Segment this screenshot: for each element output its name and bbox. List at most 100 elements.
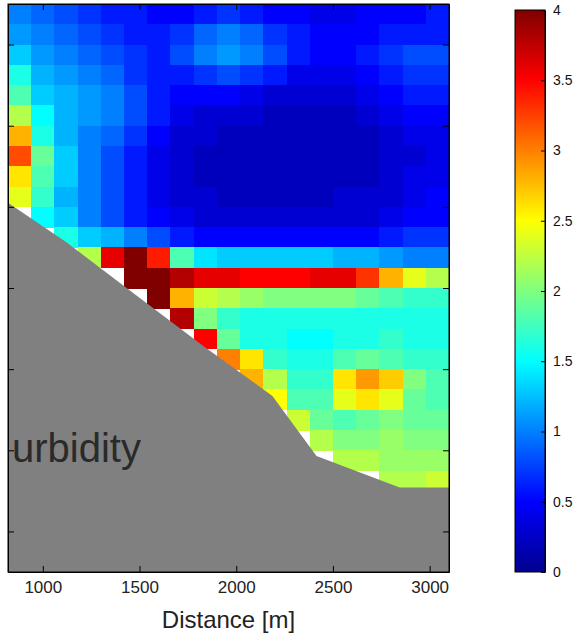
heatmap-cell: [147, 166, 171, 187]
heatmap-cell: [403, 207, 427, 228]
heatmap-cell: [217, 166, 241, 187]
heatmap-cell: [379, 85, 403, 106]
tick: [8, 288, 14, 289]
heatmap-cell: [310, 105, 334, 126]
heatmap-cell: [263, 85, 287, 106]
heatmap-cell: [379, 4, 403, 25]
heatmap-cell: [240, 187, 264, 208]
heatmap-cell: [54, 187, 78, 208]
tick: [8, 45, 14, 46]
plot-area: [8, 4, 449, 572]
heatmap-cell: [403, 126, 427, 147]
heatmap-cell: [54, 45, 78, 66]
heatmap-cell: [403, 247, 427, 268]
heatmap-cell: [287, 187, 311, 208]
tick-mark: [430, 566, 431, 572]
heatmap-cell: [147, 126, 171, 147]
heatmap-cell: [333, 369, 357, 390]
heatmap-cell: [101, 105, 125, 126]
heatmap-cell: [263, 369, 287, 390]
heatmap-cell: [333, 45, 357, 66]
heatmap-cell: [170, 166, 194, 187]
heatmap-cell: [194, 247, 218, 268]
tick-mark: [443, 126, 449, 127]
heatmap-cell: [287, 126, 311, 147]
heatmap-cell: [124, 24, 148, 45]
heatmap-cell: [310, 126, 334, 147]
heatmap-cell: [403, 65, 427, 86]
heatmap-cell: [333, 288, 357, 309]
heatmap-cell: [426, 389, 449, 410]
heatmap-cell: [124, 227, 148, 248]
heatmap-cell: [101, 146, 125, 167]
heatmap-cell: [356, 207, 380, 228]
heatmap-cell: [287, 207, 311, 228]
tick-mark: [541, 151, 545, 152]
heatmap-cell: [240, 166, 264, 187]
heatmap-cell: [263, 308, 287, 329]
heatmap-cell: [217, 227, 241, 248]
heatmap-cell: [124, 45, 148, 66]
heatmap-cell: [240, 105, 264, 126]
heatmap-cell: [240, 4, 264, 25]
heatmap-cell: [194, 227, 218, 248]
heatmap-cell: [54, 105, 78, 126]
heatmap-cell: [356, 227, 380, 248]
heatmap-cell: [54, 146, 78, 167]
heatmap-cell: [240, 207, 264, 228]
heatmap-cell: [54, 85, 78, 106]
heatmap-cell: [217, 247, 241, 268]
tick-label: 3000: [411, 578, 449, 597]
heatmap-cell: [31, 4, 55, 25]
tick-mark: [236, 566, 237, 572]
heatmap-cell: [379, 430, 403, 451]
heatmap-cell: [403, 85, 427, 106]
heatmap-cell: [426, 126, 449, 147]
tick: 1: [541, 423, 561, 439]
x-axis-top: [9, 4, 450, 10]
heatmap-cell: [8, 24, 32, 45]
heatmap-cell: [8, 85, 32, 106]
heatmap-cell: [54, 126, 78, 147]
heatmap-cell: [426, 146, 449, 167]
heatmap-cell: [310, 4, 334, 25]
tick: 1000: [24, 566, 62, 597]
heatmap-cell: [194, 126, 218, 147]
tick-mark: [140, 4, 141, 10]
heatmap-cell: [379, 166, 403, 187]
tick: 4: [541, 2, 561, 18]
heatmap-cell: [333, 430, 357, 451]
heatmap-cell: [310, 45, 334, 66]
heatmap-cell: [263, 227, 287, 248]
heatmap-cell: [240, 126, 264, 147]
heatmap-cell: [240, 349, 264, 370]
heatmap-cell: [8, 105, 32, 126]
tick-mark: [333, 4, 334, 10]
heatmap-cell: [101, 65, 125, 86]
heatmap-cell: [31, 126, 55, 147]
heatmap-cell: [310, 349, 334, 370]
heatmap-cell: [101, 187, 125, 208]
heatmap-cell: [147, 4, 171, 25]
axis-line: [545, 11, 546, 573]
heatmap-cell: [31, 24, 55, 45]
heatmap-cell: [194, 187, 218, 208]
heatmap-cell: [101, 4, 125, 25]
heatmap-cell: [170, 227, 194, 248]
heatmap-cell: [403, 227, 427, 248]
heatmap-cell: [426, 166, 449, 187]
heatmap-cell: [333, 389, 357, 410]
heatmap-cell: [240, 24, 264, 45]
heatmap-cell: [54, 65, 78, 86]
heatmap-cell: [124, 126, 148, 147]
heatmap-cell: [78, 166, 102, 187]
heatmap-cell: [101, 247, 125, 268]
heatmap-cell: [287, 4, 311, 25]
heatmap-cell: [379, 349, 403, 370]
tick-label: 0: [553, 564, 561, 580]
tick-label: 1: [553, 423, 561, 439]
heatmap-cell: [101, 166, 125, 187]
heatmap-cell: [217, 146, 241, 167]
heatmap-cell: [356, 247, 380, 268]
heatmap-cell: [310, 207, 334, 228]
